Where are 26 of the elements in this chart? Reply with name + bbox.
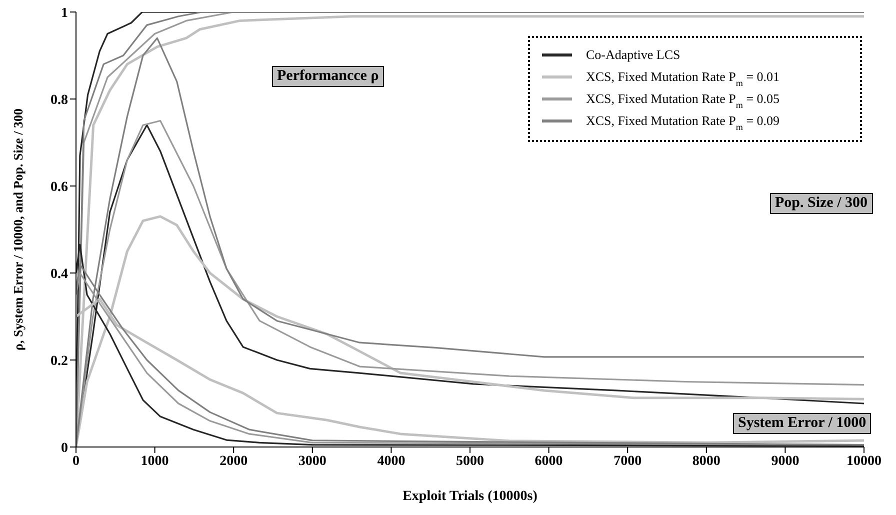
y-tick-label: 0.4 [50,266,68,282]
y-tick-label: 1 [61,6,68,21]
x-tick-label: 4000 [377,454,406,469]
x-tick-label: 9000 [771,454,800,469]
annotation: Performancce ρ [272,66,384,87]
annotation: Pop. Size / 300 [770,193,872,214]
x-tick-label: 5000 [456,454,484,469]
y-tick-label: 0.2 [50,354,68,369]
x-tick-label: 7000 [614,454,642,469]
legend-label: Co-Adaptive LCS [586,47,680,62]
annotation: System Error / 1000 [733,413,872,434]
x-tick-label: 3000 [298,454,326,469]
x-axis-title: Exploit Trials (10000s) [402,489,538,504]
x-tick-label: 10000 [846,454,882,469]
y-tick-label: 0 [61,440,68,456]
y-axis-title: ρ, System Error / 10000, and Pop. Size / 300 [10,108,26,350]
x-tick-label: 1000 [140,454,169,469]
legend-label: XCS, Fixed Mutation Rate P$_{m}$ = 0.05 [586,91,780,110]
x-tick-label: 2000 [220,454,248,469]
x-tick-label: 8000 [692,454,720,469]
y-tick-label: 0.6 [50,180,68,195]
legend-label: XCS, Fixed Mutation Rate P$_{m}$ = 0.09 [586,113,780,132]
y-tick-label: 0.8 [50,92,68,108]
x-tick-label: 0 [72,454,80,469]
legend-label: XCS, Fixed Mutation Rate P$_{m}$ = 0.01 [586,69,780,88]
x-tick-label: 6000 [534,454,563,469]
